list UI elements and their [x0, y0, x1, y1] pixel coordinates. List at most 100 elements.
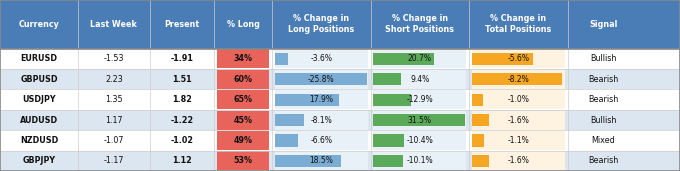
Text: Bearish: Bearish	[588, 156, 619, 165]
Text: -3.6%: -3.6%	[310, 54, 333, 63]
Bar	[275, 134, 299, 147]
Bar	[373, 114, 465, 126]
Text: -1.22: -1.22	[170, 116, 194, 124]
Bar	[275, 94, 339, 106]
Text: -25.8%: -25.8%	[308, 75, 335, 84]
Bar	[275, 70, 368, 89]
Text: EURUSD: EURUSD	[20, 54, 58, 63]
Bar	[373, 49, 466, 68]
Bar	[0, 151, 680, 171]
Bar	[373, 151, 466, 170]
Bar	[275, 114, 304, 126]
Bar	[373, 134, 404, 147]
Bar	[472, 114, 490, 126]
Bar	[0, 0, 680, 49]
Text: Currency: Currency	[18, 20, 60, 29]
Text: -1.17: -1.17	[103, 156, 124, 165]
Bar	[0, 49, 680, 69]
Bar	[472, 131, 565, 150]
Bar	[373, 155, 403, 167]
Text: -1.0%: -1.0%	[507, 95, 530, 104]
Text: -10.1%: -10.1%	[407, 156, 433, 165]
Bar	[472, 151, 565, 170]
Text: -8.2%: -8.2%	[508, 75, 529, 84]
Bar	[373, 53, 434, 65]
Text: USDJPY: USDJPY	[22, 95, 56, 104]
Text: Bullish: Bullish	[590, 116, 617, 124]
Bar	[472, 155, 490, 167]
Bar	[275, 53, 288, 65]
Text: 60%: 60%	[234, 75, 252, 84]
Text: Bearish: Bearish	[588, 95, 619, 104]
Text: 65%: 65%	[234, 95, 252, 104]
Text: NZDUSD: NZDUSD	[20, 136, 58, 145]
Text: 1.35: 1.35	[105, 95, 122, 104]
Bar	[275, 90, 368, 109]
Text: 20.7%: 20.7%	[408, 54, 432, 63]
Text: 1.17: 1.17	[105, 116, 122, 124]
Bar	[472, 90, 565, 109]
Text: GBPUSD: GBPUSD	[20, 75, 58, 84]
Text: AUDUSD: AUDUSD	[20, 116, 58, 124]
Text: 45%: 45%	[234, 116, 252, 124]
Bar	[373, 90, 466, 109]
Text: 34%: 34%	[234, 54, 252, 63]
Bar	[275, 155, 341, 167]
Bar	[472, 94, 483, 106]
Text: 53%: 53%	[234, 156, 252, 165]
Text: % Long: % Long	[226, 20, 260, 29]
Text: -1.1%: -1.1%	[508, 136, 529, 145]
Bar	[275, 131, 368, 150]
Text: -6.6%: -6.6%	[310, 136, 333, 145]
Text: -1.02: -1.02	[171, 136, 193, 145]
Bar	[472, 70, 565, 89]
Text: -5.6%: -5.6%	[507, 54, 530, 63]
Bar	[0, 89, 680, 110]
Text: % Change in
Short Positions: % Change in Short Positions	[386, 14, 454, 34]
Text: 2.23: 2.23	[105, 75, 123, 84]
Bar	[472, 53, 533, 65]
Bar	[217, 151, 269, 170]
Text: GBPJPY: GBPJPY	[22, 156, 56, 165]
Bar	[373, 70, 466, 89]
Bar	[217, 131, 269, 150]
Bar	[472, 134, 484, 147]
Text: 9.4%: 9.4%	[410, 75, 430, 84]
Bar	[275, 73, 367, 85]
Bar	[373, 94, 411, 106]
Text: -1.6%: -1.6%	[507, 156, 530, 165]
Text: -1.6%: -1.6%	[507, 116, 530, 124]
Text: 1.82: 1.82	[172, 95, 192, 104]
Text: -8.1%: -8.1%	[311, 116, 332, 124]
Bar	[217, 111, 269, 130]
Text: -10.4%: -10.4%	[407, 136, 433, 145]
Text: Last Week: Last Week	[90, 20, 137, 29]
Text: Signal: Signal	[590, 20, 617, 29]
Text: Mixed: Mixed	[592, 136, 615, 145]
Text: -1.91: -1.91	[171, 54, 193, 63]
Bar	[472, 73, 562, 85]
Text: 1.12: 1.12	[172, 156, 192, 165]
Text: -12.9%: -12.9%	[407, 95, 433, 104]
Bar	[472, 49, 565, 68]
Text: % Change in
Long Positions: % Change in Long Positions	[288, 14, 354, 34]
Bar	[373, 111, 466, 130]
Text: -1.53: -1.53	[103, 54, 124, 63]
Bar	[0, 110, 680, 130]
Text: 49%: 49%	[234, 136, 252, 145]
Bar	[0, 69, 680, 89]
Bar	[0, 130, 680, 151]
Bar	[217, 49, 269, 68]
Text: Bullish: Bullish	[590, 54, 617, 63]
Bar	[217, 70, 269, 89]
Bar	[275, 49, 368, 68]
Bar	[373, 131, 466, 150]
Bar	[217, 90, 269, 109]
Bar	[373, 73, 401, 85]
Text: % Change in
Total Positions: % Change in Total Positions	[486, 14, 551, 34]
Bar	[275, 151, 368, 170]
Text: Present: Present	[165, 20, 199, 29]
Text: 18.5%: 18.5%	[309, 156, 333, 165]
Text: 17.9%: 17.9%	[309, 95, 333, 104]
Text: 1.51: 1.51	[172, 75, 192, 84]
